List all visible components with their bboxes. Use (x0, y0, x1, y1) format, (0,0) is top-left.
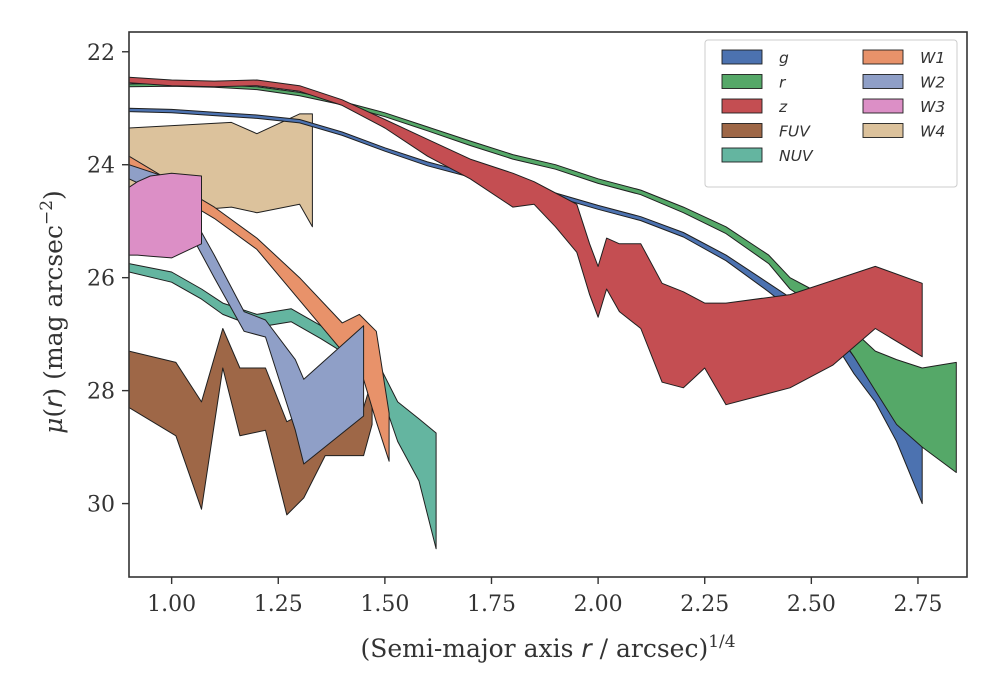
y-tick-label: 30 (87, 493, 115, 518)
x-axis-label: (Semi-major axis r / arcsec)1/4 (360, 632, 735, 663)
x-tick-label: 1.25 (254, 592, 303, 617)
legend-swatch-fuv (721, 123, 763, 138)
legend-label-g: g (779, 49, 789, 67)
legend-swatch-nuv (721, 147, 763, 163)
y-tick-label: 24 (87, 154, 115, 179)
x-tick-label: 2.50 (787, 592, 836, 617)
series-area-z (129, 76, 923, 406)
x-tick-label: 1.75 (467, 592, 516, 617)
series-area-w1 (129, 155, 390, 462)
series-area-r (129, 82, 957, 473)
x-tick-label: 2.25 (680, 592, 729, 617)
legend-swatch-w3 (862, 98, 904, 114)
series-area-nuv (129, 263, 437, 550)
series-areas (129, 76, 957, 550)
legend-swatch-g (721, 49, 763, 65)
series-area-w2 (129, 164, 365, 465)
series-area-w3 (129, 172, 202, 259)
legend: grz FUV NUV W1 W2 W3 W4 (704, 39, 958, 188)
y-tick-label: 22 (87, 41, 115, 66)
legend-swatch-w4 (862, 123, 904, 138)
x-tick-label: 2.75 (893, 592, 942, 617)
y-axis-ticks: 22 24 26 28 30 (87, 41, 129, 518)
legend-swatch-w2 (862, 74, 904, 89)
y-axis-label: μ(r) (mag arcsec−2) (37, 190, 68, 434)
x-tick-label: 1.00 (147, 592, 196, 617)
legend-label-fuv: FUV (779, 123, 811, 141)
legend-swatch-w1 (862, 49, 904, 65)
y-tick-label: 28 (87, 380, 115, 405)
x-tick-label: 2.00 (574, 592, 623, 617)
legend-label-r: r (779, 74, 787, 92)
legend-label-nuv: NUV (779, 147, 814, 165)
legend-label-z: z (778, 98, 788, 116)
plot-frame (128, 31, 968, 578)
legend-label-w4: W4 (920, 123, 945, 141)
legend-swatch-z (721, 98, 763, 114)
series-area-fuv (129, 328, 373, 516)
legend-label-w2: W2 (920, 74, 945, 92)
legend-swatch-r (721, 74, 763, 89)
y-tick-label: 26 (87, 267, 115, 292)
legend-label-w1: W1 (920, 49, 945, 67)
x-axis-ticks: 1.00 1.25 1.50 1.75 2.00 2.25 2.50 2.75 (147, 577, 942, 617)
x-tick-label: 1.50 (360, 592, 409, 617)
legend-label-w3: W3 (920, 98, 945, 116)
